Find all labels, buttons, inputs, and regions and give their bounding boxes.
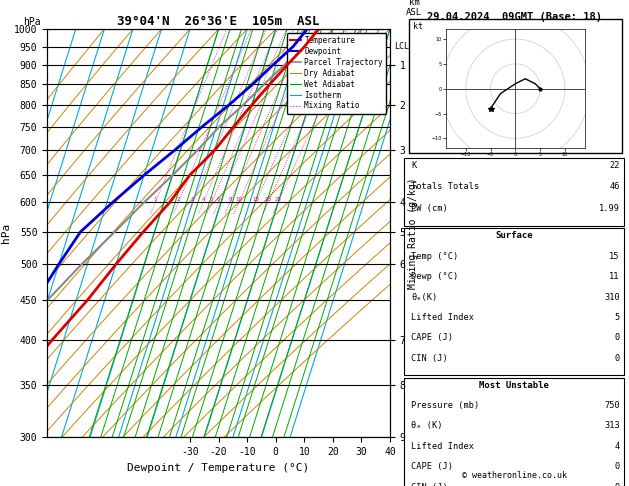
Text: kt: kt xyxy=(413,22,423,31)
Text: Surface: Surface xyxy=(496,231,533,241)
Text: CIN (J): CIN (J) xyxy=(411,354,448,363)
Text: © weatheronline.co.uk: © weatheronline.co.uk xyxy=(462,471,567,480)
Text: 22: 22 xyxy=(610,161,620,170)
Text: 0: 0 xyxy=(615,483,620,486)
Bar xyxy=(404,158,625,226)
Text: 1.99: 1.99 xyxy=(599,204,620,213)
Text: 11: 11 xyxy=(610,272,620,281)
Text: Totals Totals: Totals Totals xyxy=(411,182,479,191)
Title: 39°04'N  26°36'E  105m  ASL: 39°04'N 26°36'E 105m ASL xyxy=(118,15,320,28)
Text: 10: 10 xyxy=(235,197,242,202)
Text: 4: 4 xyxy=(201,197,205,202)
Text: 20: 20 xyxy=(265,197,272,202)
Text: 6: 6 xyxy=(217,197,220,202)
Text: 5: 5 xyxy=(210,197,213,202)
Legend: Temperature, Dewpoint, Parcel Trajectory, Dry Adiabat, Wet Adiabat, Isotherm, Mi: Temperature, Dewpoint, Parcel Trajectory… xyxy=(287,33,386,114)
Text: 29.04.2024  09GMT (Base: 18): 29.04.2024 09GMT (Base: 18) xyxy=(426,12,602,22)
Text: PW (cm): PW (cm) xyxy=(411,204,448,213)
Bar xyxy=(409,19,622,153)
Text: 2: 2 xyxy=(177,197,180,202)
Text: hPa: hPa xyxy=(23,17,41,27)
Text: θₑ (K): θₑ (K) xyxy=(411,421,442,431)
Y-axis label: Mixing Ratio (g/kg): Mixing Ratio (g/kg) xyxy=(408,177,418,289)
Text: 46: 46 xyxy=(610,182,620,191)
X-axis label: Dewpoint / Temperature (°C): Dewpoint / Temperature (°C) xyxy=(128,463,309,473)
Text: Dewp (°C): Dewp (°C) xyxy=(411,272,458,281)
Text: 15: 15 xyxy=(610,252,620,261)
Text: θₑ(K): θₑ(K) xyxy=(411,293,437,302)
Text: CAPE (J): CAPE (J) xyxy=(411,333,453,343)
Text: LCL: LCL xyxy=(394,42,409,51)
Y-axis label: hPa: hPa xyxy=(1,223,11,243)
Text: 750: 750 xyxy=(604,401,620,410)
Text: 5: 5 xyxy=(615,313,620,322)
Text: 15: 15 xyxy=(252,197,259,202)
Text: K: K xyxy=(411,161,416,170)
Text: 8: 8 xyxy=(228,197,231,202)
Text: km
ASL: km ASL xyxy=(406,0,422,17)
Text: 313: 313 xyxy=(604,421,620,431)
Text: Lifted Index: Lifted Index xyxy=(411,313,474,322)
Text: 310: 310 xyxy=(604,293,620,302)
Text: 0: 0 xyxy=(615,462,620,471)
Text: 1: 1 xyxy=(153,197,157,202)
Text: Pressure (mb): Pressure (mb) xyxy=(411,401,479,410)
Bar xyxy=(404,228,625,375)
Text: 25: 25 xyxy=(274,197,281,202)
Text: 0: 0 xyxy=(615,333,620,343)
Text: Temp (°C): Temp (°C) xyxy=(411,252,458,261)
Text: 0: 0 xyxy=(615,354,620,363)
Text: Lifted Index: Lifted Index xyxy=(411,442,474,451)
Bar xyxy=(404,378,625,486)
Text: CAPE (J): CAPE (J) xyxy=(411,462,453,471)
Text: CIN (J): CIN (J) xyxy=(411,483,448,486)
Text: 3: 3 xyxy=(191,197,194,202)
Text: 4: 4 xyxy=(615,442,620,451)
Text: Most Unstable: Most Unstable xyxy=(479,381,549,390)
